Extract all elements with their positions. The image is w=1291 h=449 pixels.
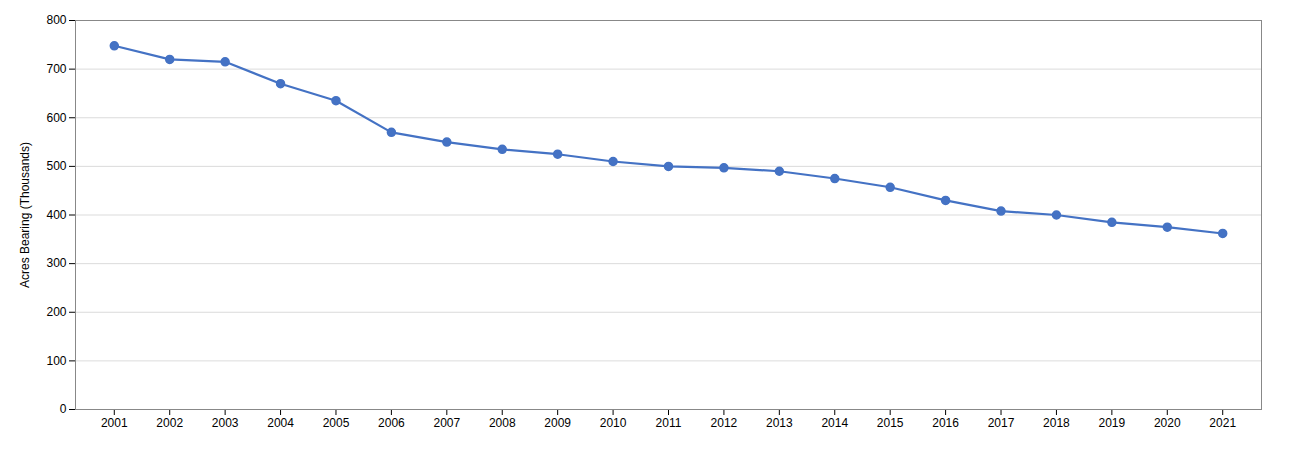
svg-text:2002: 2002 [156, 416, 183, 430]
svg-text:700: 700 [46, 62, 66, 76]
svg-text:400: 400 [46, 208, 66, 222]
svg-text:2019: 2019 [1099, 416, 1126, 430]
svg-text:2014: 2014 [821, 416, 848, 430]
svg-text:2008: 2008 [489, 416, 516, 430]
svg-text:Acres Bearing (Thousands): Acres Bearing (Thousands) [18, 142, 32, 288]
svg-text:2001: 2001 [101, 416, 128, 430]
svg-text:0: 0 [60, 402, 67, 416]
svg-text:100: 100 [46, 354, 66, 368]
svg-text:2020: 2020 [1154, 416, 1181, 430]
svg-text:2012: 2012 [711, 416, 738, 430]
svg-text:2018: 2018 [1043, 416, 1070, 430]
svg-text:2017: 2017 [988, 416, 1015, 430]
svg-text:500: 500 [46, 159, 66, 173]
svg-text:2004: 2004 [267, 416, 294, 430]
svg-text:2021: 2021 [1209, 416, 1236, 430]
svg-text:2010: 2010 [600, 416, 627, 430]
svg-text:2009: 2009 [544, 416, 571, 430]
svg-text:2007: 2007 [433, 416, 460, 430]
svg-text:2005: 2005 [323, 416, 350, 430]
svg-text:2013: 2013 [766, 416, 793, 430]
svg-text:200: 200 [46, 305, 66, 319]
svg-text:600: 600 [46, 111, 66, 125]
svg-text:2015: 2015 [877, 416, 904, 430]
svg-text:300: 300 [46, 256, 66, 270]
svg-text:2003: 2003 [212, 416, 239, 430]
svg-text:2016: 2016 [932, 416, 959, 430]
svg-text:2011: 2011 [656, 416, 682, 430]
svg-text:800: 800 [46, 13, 66, 27]
svg-text:2006: 2006 [378, 416, 405, 430]
